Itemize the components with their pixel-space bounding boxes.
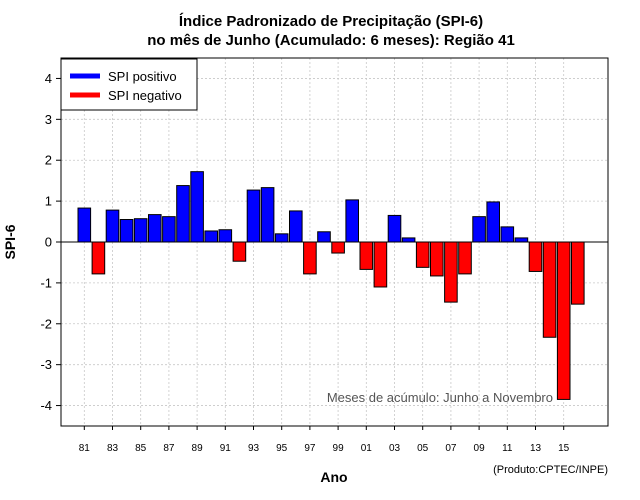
bar-82 [91, 241, 106, 275]
chart-title-line1: Índice Padronizado de Precipitação (SPI-… [179, 13, 483, 30]
bar-90 [204, 230, 218, 243]
y-tick-label: 1 [45, 194, 52, 209]
bar-03 [387, 214, 402, 243]
bar-91 [218, 229, 233, 243]
legend-label-negative: SPI negativo [108, 88, 182, 103]
x-tick-label: 07 [445, 443, 457, 454]
y-axis-ticks: -4 -3 -2 -1 0 1 2 3 4 [40, 71, 61, 413]
x-tick-label: 09 [474, 443, 486, 454]
y-tick-label: -2 [40, 316, 52, 331]
y-tick-label: -3 [40, 357, 52, 372]
x-tick-label: 99 [333, 443, 345, 454]
x-tick-label: 05 [417, 443, 429, 454]
bar-13 [528, 241, 543, 272]
y-tick-label: -4 [40, 398, 52, 413]
bar-layer [77, 171, 585, 400]
y-axis-label: SPI-6 [2, 224, 18, 259]
x-tick-label: 11 [502, 443, 513, 454]
bar-94 [260, 187, 275, 243]
x-axis-ticks: 81 83 85 87 89 91 93 95 97 99 01 03 05 07 09 11 13 15 [79, 426, 570, 454]
bar-87 [162, 216, 176, 243]
x-tick-label: 91 [220, 443, 232, 454]
x-tick-label: 85 [135, 443, 147, 454]
bar-05 [415, 241, 430, 268]
bar-04 [401, 237, 416, 243]
bar-09 [472, 216, 486, 243]
bar-95 [274, 233, 289, 243]
bar-07 [444, 241, 458, 303]
bar-81 [77, 207, 92, 243]
x-tick-label: 87 [163, 443, 175, 454]
bar-00 [345, 199, 359, 243]
bar-99 [331, 241, 345, 254]
bar-85 [133, 218, 148, 243]
bar-11 [500, 226, 515, 243]
x-tick-label: 13 [530, 443, 542, 454]
bar-14 [542, 241, 557, 338]
legend-box [60, 58, 198, 111]
y-tick-label: 4 [45, 71, 52, 86]
x-tick-label: 95 [276, 443, 288, 454]
x-tick-label: 15 [558, 443, 570, 454]
y-tick-label: -1 [40, 275, 52, 290]
y-tick-label: 0 [45, 235, 52, 250]
x-tick-label: 03 [389, 443, 401, 454]
bar-84 [119, 219, 134, 243]
bar-86 [148, 214, 162, 243]
bar-88 [176, 185, 190, 243]
x-tick-label: 81 [79, 443, 91, 454]
bar-10 [486, 201, 500, 243]
x-tick-label: 83 [107, 443, 119, 454]
bar-01 [359, 241, 374, 270]
x-tick-label: 93 [248, 443, 260, 454]
product-credit: (Produto:CPTEC/INPE) [493, 464, 608, 476]
bar-96 [289, 210, 303, 243]
bar-89 [190, 171, 204, 243]
legend-label-positive: SPI positivo [108, 69, 177, 84]
legend: SPI positivo SPI negativo [60, 58, 198, 111]
bar-92 [232, 241, 247, 262]
bar-08 [458, 241, 472, 275]
accumulation-annotation: Meses de acúmulo: Junho a Novembro [327, 390, 553, 405]
x-tick-label: 97 [304, 443, 316, 454]
bar-16 [571, 241, 585, 305]
x-tick-label: 89 [192, 443, 204, 454]
bar-02 [373, 241, 388, 288]
x-tick-label: 01 [361, 443, 373, 454]
bar-06 [430, 241, 444, 277]
bar-12 [514, 237, 529, 243]
bar-15 [556, 241, 571, 400]
x-axis-label: Ano [320, 469, 347, 485]
chart-title-line2: no mês de Junho (Acumulado: 6 meses): Re… [147, 32, 515, 49]
y-tick-label: 3 [45, 112, 52, 127]
y-tick-label: 2 [45, 153, 52, 168]
bar-98 [317, 231, 331, 243]
bar-83 [105, 209, 120, 243]
bar-97 [303, 241, 317, 275]
bar-93 [246, 189, 261, 243]
